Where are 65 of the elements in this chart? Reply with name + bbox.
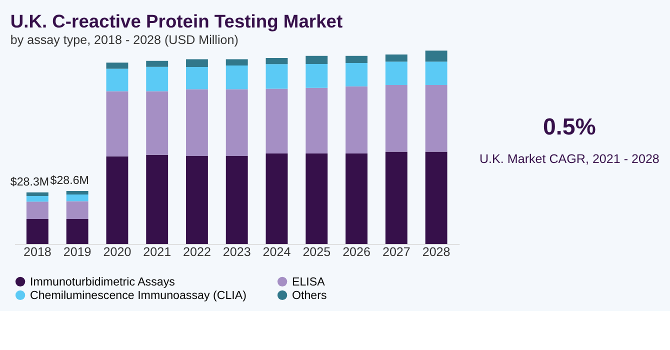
bar [385,54,408,62]
bar [266,88,288,154]
bar [385,85,408,152]
annotation: $28.6M [50,174,89,188]
x-tick-label: 2020 [103,245,132,260]
bar [66,219,88,244]
bar [106,91,128,156]
bar [306,153,328,244]
bar [306,88,328,154]
bar [306,64,328,88]
bar [266,153,288,244]
bar [425,85,448,152]
legend-label: ELISA [292,276,326,289]
bar [66,194,88,202]
bar [66,190,88,194]
x-tick-label: 2025 [302,245,331,260]
bar [266,58,288,64]
bar [306,56,328,64]
bar [226,89,248,156]
bar [346,62,368,86]
bar [226,156,248,244]
bar [186,59,208,68]
legend-label: Chemiluminescence Immunoassay (CLIA) [30,289,247,302]
bar [226,59,248,66]
bar [266,64,288,89]
x-tick-label: 2022 [183,245,211,260]
bar [425,50,448,62]
bar [26,219,48,244]
text: U.K. Market CAGR, 2021 - 2028 [479,152,660,166]
legend-label: Others [292,289,327,302]
bar [346,153,368,244]
x-tick-label: 2027 [382,245,410,260]
chart-title: U.K. C-reactive Protein Testing Market [10,10,343,32]
bar [146,66,168,92]
bar [106,62,128,69]
x-tick-label: 2026 [342,245,370,260]
x-tick-label: 2021 [143,245,172,260]
bar [425,62,448,86]
annotation: $28.3M [10,176,50,189]
bar [146,60,168,67]
bar [106,68,128,92]
bar [26,192,48,196]
bar [146,91,168,155]
bar [186,67,208,90]
x-tick-label: 2018 [23,245,52,260]
x-tick-label: 2019 [63,245,92,260]
chart-subtitle: by assay type, 2018 - 2028 (USD Million) [10,32,238,47]
bar [186,156,208,244]
legend-label: Immunoturbidimetric Assays [30,276,176,289]
bar [26,202,48,220]
bar [385,62,408,86]
bar [66,201,88,220]
x-tick-label: 2023 [222,245,251,260]
x-tick-label: 2024 [262,245,291,260]
bar [346,56,368,63]
x-tick-label: 2028 [422,245,450,260]
bar [385,152,408,244]
bar [226,65,248,90]
bar [186,89,208,156]
text: 0.5% [543,114,596,140]
bar [146,154,168,244]
bar [346,86,368,154]
bar [26,196,48,202]
bar [425,152,448,244]
bar [106,156,128,244]
